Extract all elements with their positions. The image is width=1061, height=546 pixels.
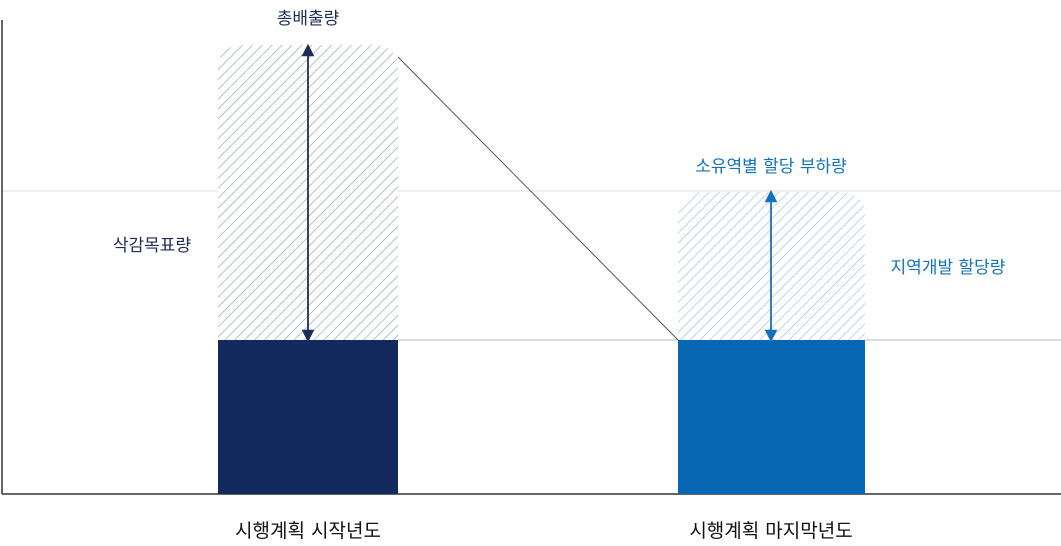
reduction-path-line: [397, 56, 679, 341]
category-label-end: 시행계획 마지막년도: [689, 520, 852, 542]
reduction-target-label: 삭감목표량: [113, 236, 192, 256]
category-label-start: 시행계획 시작년도: [235, 520, 381, 542]
bar-start-year: [218, 340, 398, 494]
bar-end-year: [678, 340, 865, 494]
regional-allocation-label: 지역개발 할당량: [891, 258, 1006, 278]
total-emission-label: 총배출량: [277, 9, 340, 29]
owner-allocation-label: 소유역별 할당 부하량: [695, 157, 847, 177]
